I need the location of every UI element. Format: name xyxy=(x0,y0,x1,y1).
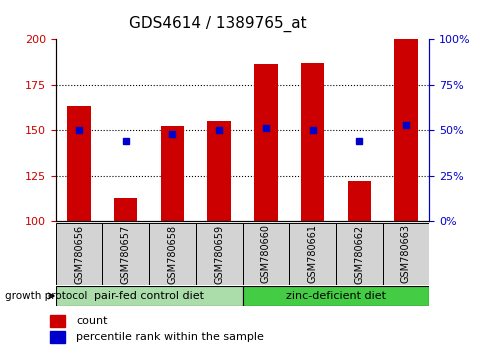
Text: GSM780656: GSM780656 xyxy=(74,224,84,284)
Bar xyxy=(67,107,91,221)
Text: GSM780659: GSM780659 xyxy=(214,224,224,284)
Bar xyxy=(56,223,102,285)
Bar xyxy=(254,64,277,221)
Bar xyxy=(393,39,417,221)
Text: GSM780661: GSM780661 xyxy=(307,224,317,284)
Text: GSM780662: GSM780662 xyxy=(353,224,363,284)
Bar xyxy=(149,223,196,285)
Text: GDS4614 / 1389765_at: GDS4614 / 1389765_at xyxy=(129,16,306,32)
Bar xyxy=(288,223,335,285)
Bar xyxy=(102,223,149,285)
Text: GSM780657: GSM780657 xyxy=(121,224,131,284)
Text: GSM780660: GSM780660 xyxy=(260,224,270,284)
Bar xyxy=(207,121,230,221)
Bar xyxy=(242,223,288,285)
Text: zinc-deficient diet: zinc-deficient diet xyxy=(285,291,385,301)
Bar xyxy=(242,286,428,306)
Bar xyxy=(335,223,382,285)
Bar xyxy=(347,181,370,221)
Bar xyxy=(50,331,64,343)
Bar xyxy=(382,223,428,285)
Text: growth protocol: growth protocol xyxy=(5,291,87,301)
Text: GSM780663: GSM780663 xyxy=(400,224,410,284)
Text: count: count xyxy=(76,316,107,326)
Text: percentile rank within the sample: percentile rank within the sample xyxy=(76,332,263,342)
Text: pair-fed control diet: pair-fed control diet xyxy=(94,291,204,301)
Bar xyxy=(56,286,242,306)
Bar xyxy=(114,198,137,221)
Bar xyxy=(196,223,242,285)
Bar xyxy=(300,63,323,221)
Text: GSM780658: GSM780658 xyxy=(167,224,177,284)
Bar xyxy=(161,126,184,221)
Bar xyxy=(50,315,64,327)
